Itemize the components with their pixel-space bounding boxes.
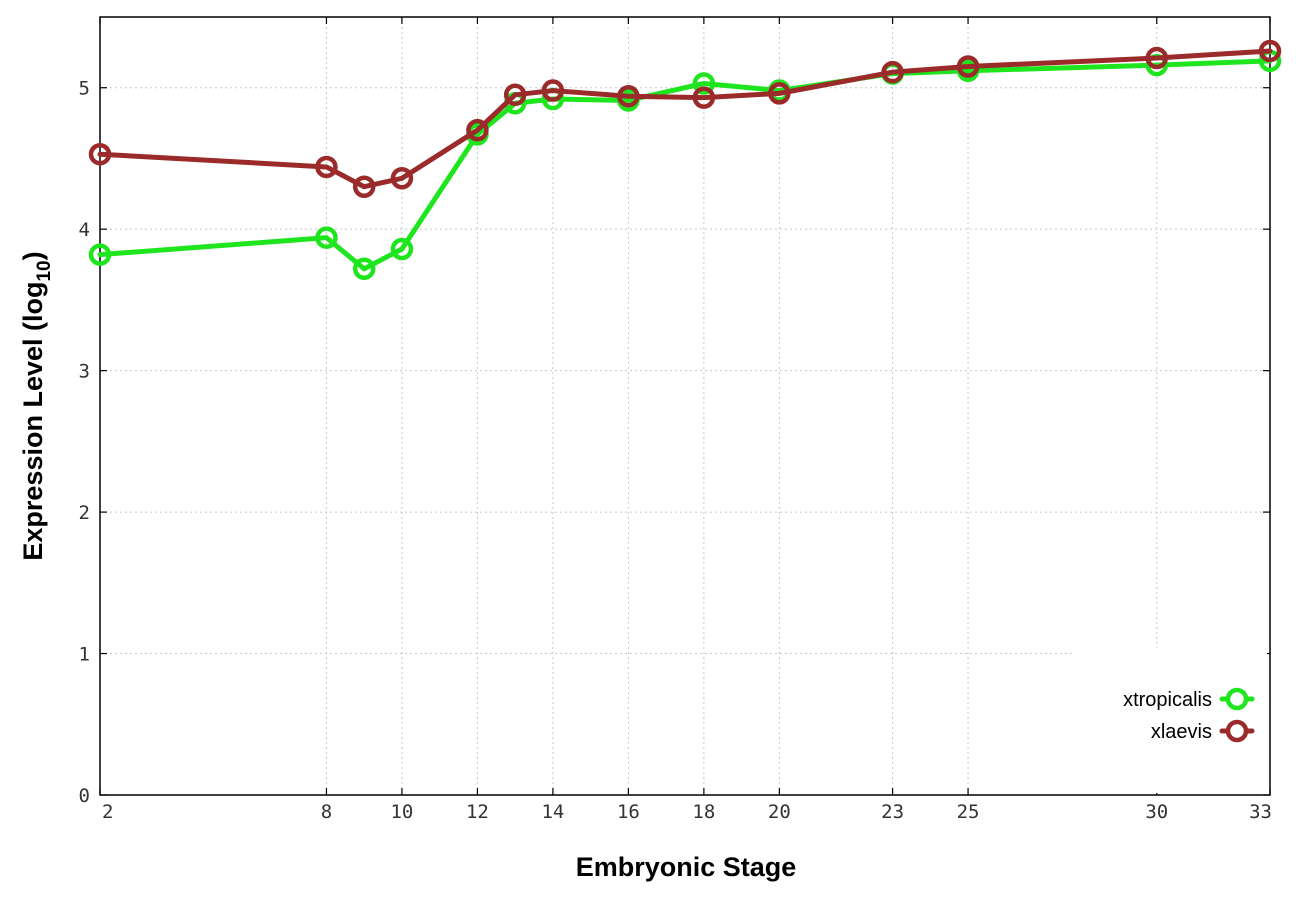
x-tick-label: 16 <box>617 801 640 823</box>
y-axis-title-subscript: 10 <box>34 260 55 281</box>
y-tick-label: 3 <box>79 361 90 383</box>
data-point-xlaevis <box>617 84 640 108</box>
x-tick-label: 23 <box>881 801 904 823</box>
legend-label-xlaevis: xlaevis <box>1151 721 1212 743</box>
data-point-xlaevis <box>881 60 904 84</box>
legend: xtropicalis xlaevis <box>1072 648 1267 793</box>
data-point-xlaevis <box>768 82 791 105</box>
series-line-xlaevis <box>97 48 1273 190</box>
x-tick-label: 20 <box>768 801 791 823</box>
data-point-xlaevis <box>315 155 338 179</box>
x-axis-title: Embryonic Stage <box>576 852 797 882</box>
data-point-xtropicalis <box>390 237 414 261</box>
legend-marker-xtropicalis <box>1225 687 1249 711</box>
legend-label-xtropicalis: xtropicalis <box>1123 689 1212 711</box>
data-point-xlaevis <box>352 175 376 198</box>
x-tick-label: 25 <box>957 801 980 823</box>
data-point-xlaevis <box>1145 46 1169 70</box>
data-point-xtropicalis <box>88 243 112 266</box>
data-point-xlaevis <box>503 83 527 107</box>
data-point-xtropicalis <box>315 226 338 249</box>
data-point-xlaevis <box>390 167 414 190</box>
plot-frame <box>99 16 1271 796</box>
x-tick-label: 14 <box>541 801 564 823</box>
x-tick-label: 30 <box>1145 801 1168 823</box>
y-axis-title-end: ) <box>18 251 48 260</box>
data-point-xlaevis <box>956 55 980 78</box>
y-axis-title-main: Expression Level (log <box>18 282 48 561</box>
x-tick-label: 18 <box>692 801 715 823</box>
data-point-xtropicalis <box>692 72 716 95</box>
x-tick-label: 8 <box>321 801 332 823</box>
series-lines <box>88 39 1282 281</box>
y-axis-title: Expression Level (log10) <box>18 251 55 560</box>
data-point-xlaevis <box>1258 39 1282 63</box>
x-tick-label: 10 <box>390 801 413 823</box>
y-tick-label: 2 <box>79 502 90 524</box>
x-tick-label: 2 <box>102 801 113 823</box>
y-tick-label: 1 <box>79 644 90 666</box>
data-point-xtropicalis <box>352 257 376 281</box>
data-point-xlaevis <box>88 142 112 166</box>
data-point-xlaevis <box>466 118 489 142</box>
data-point-xlaevis <box>541 79 565 102</box>
data-point-xlaevis <box>692 86 716 109</box>
y-tick-label: 5 <box>79 78 90 100</box>
y-tick-label: 4 <box>79 219 90 241</box>
x-tick-label: 12 <box>466 801 489 823</box>
x-tick-label: 33 <box>1249 801 1272 823</box>
legend-marker-xlaevis <box>1225 719 1249 743</box>
y-tick-label: 0 <box>79 785 90 807</box>
